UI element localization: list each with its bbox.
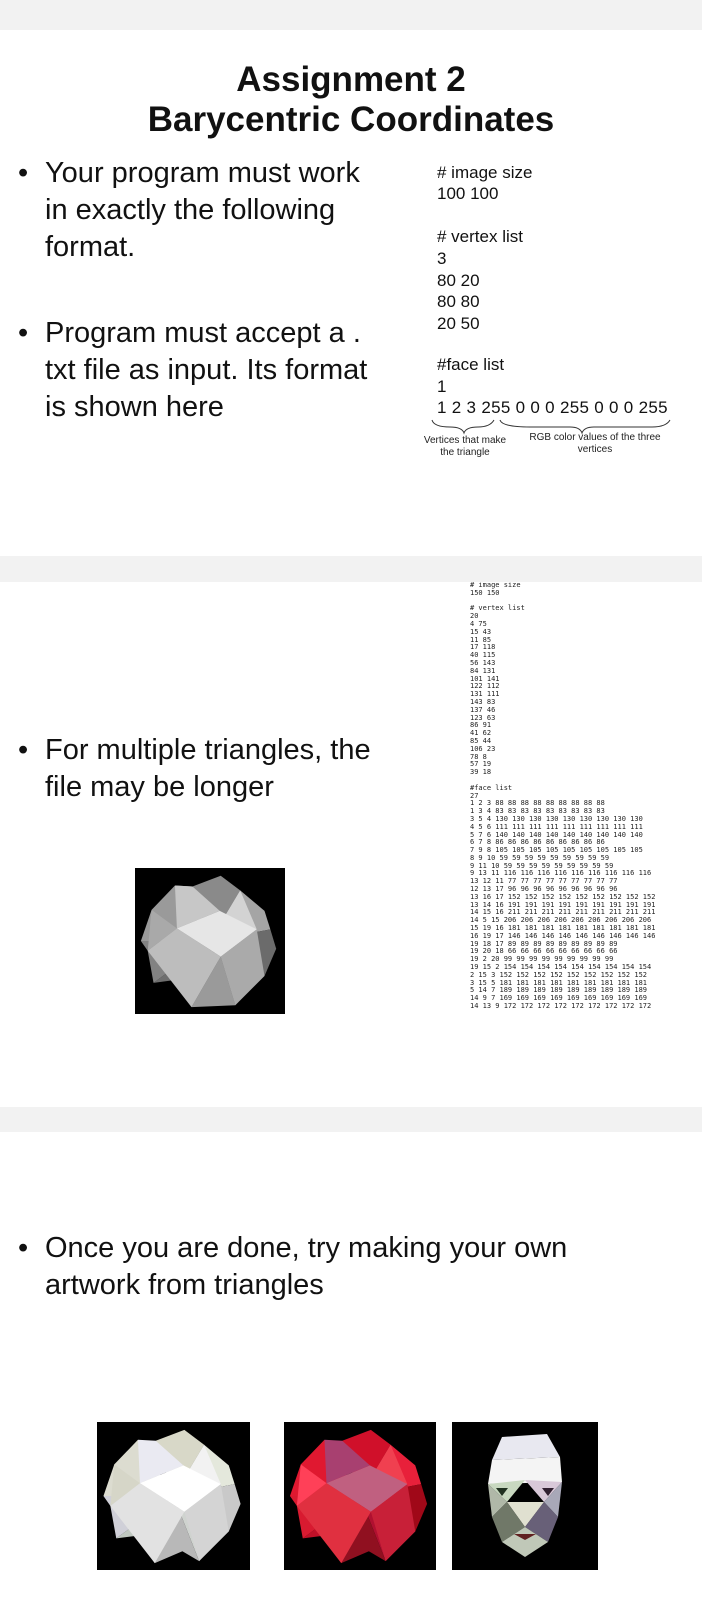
code-vertex-header: # vertex list — [437, 227, 523, 246]
bullet-multiple-triangles: • For multiple triangles, the file may b… — [18, 732, 438, 812]
grayscale-polyhedron-image — [140, 875, 277, 1008]
bullet-txt-input: • Program must accept a . txt file as in… — [18, 315, 408, 430]
bullet-txt-input-text: Program must accept a . txt file as inpu… — [45, 317, 368, 423]
bullet-format-text: Your program must work in exactly the fo… — [45, 157, 360, 263]
annotation-braces — [431, 419, 671, 435]
bullet-format: • Your program must work in exactly the … — [18, 155, 408, 270]
bullet-dot: • — [18, 1232, 29, 1264]
bullet-multiple-triangles-text: For multiple triangles, the file may be … — [45, 734, 371, 803]
slide-2: # image size 150 150 # vertex list 20 4 … — [0, 582, 702, 1107]
color-polyhedron-render — [97, 1422, 250, 1570]
grayscale-polyhedron-render — [135, 868, 285, 1014]
code-face-header: #face list — [437, 355, 505, 374]
slide-1: Assignment 2 Barycentric Coordinates • Y… — [0, 30, 702, 556]
triangle-file-listing: # image size 150 150 # vertex list 20 4 … — [470, 582, 656, 1011]
annotation-vertices: Vertices that make the triangle — [423, 435, 507, 458]
red-polyhedron-render — [284, 1422, 436, 1570]
face-artwork-render — [452, 1422, 598, 1570]
bullet-dot: • — [18, 734, 29, 766]
red-polyhedron-image — [289, 1429, 428, 1564]
bullet-dot: • — [18, 317, 29, 349]
code-image-size: 100 100 — [437, 184, 499, 203]
code-face-line: 1 2 3 255 0 0 0 255 0 0 0 255 — [437, 398, 668, 417]
face-artwork-image — [488, 1434, 562, 1557]
bullet-dot: • — [18, 157, 29, 189]
bullet-artwork-text: Once you are done, try making your own a… — [45, 1232, 568, 1301]
slide-title-line1: Assignment 2 — [236, 60, 466, 99]
color-polyhedron-image — [103, 1429, 241, 1564]
bullet-artwork: • Once you are done, try making your own… — [18, 1230, 658, 1310]
slide-3: • Once you are done, try making your own… — [0, 1132, 702, 1600]
code-vertex-lines: 3 80 20 80 80 20 50 — [437, 249, 480, 333]
code-image-size-header: # image size — [437, 163, 533, 182]
code-face-count: 1 — [437, 377, 447, 396]
slide-title-line2: Barycentric Coordinates — [147, 100, 555, 139]
annotation-rgb: RGB color values of the three vertices — [529, 432, 661, 455]
